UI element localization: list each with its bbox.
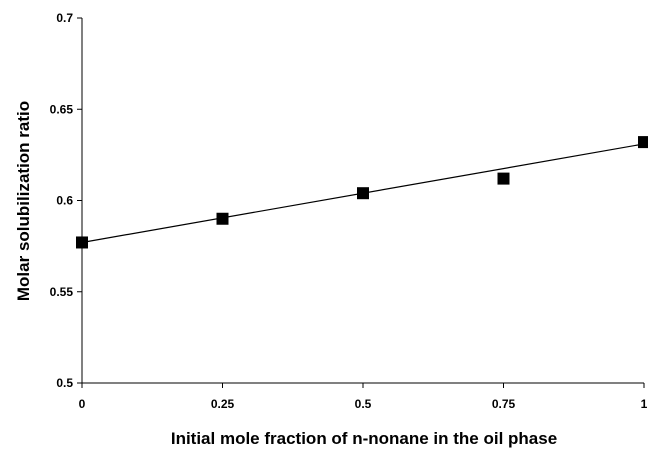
x-tick-label: 0.5 [355, 397, 372, 411]
x-tick-label: 0.75 [492, 397, 516, 411]
y-tick-label: 0.6 [56, 194, 73, 208]
data-point [498, 173, 509, 184]
x-tick-label: 0 [79, 397, 86, 411]
data-point [639, 137, 648, 148]
data-point [358, 188, 369, 199]
y-tick-label: 0.7 [56, 11, 73, 25]
x-axis-title: Initial mole fraction of n-nonane in the… [171, 429, 557, 448]
y-axis-title: Molar solubilization ratio [14, 101, 33, 301]
data-point [217, 213, 228, 224]
x-axis-ticks: 0 0.25 0.5 0.75 1 [79, 383, 648, 411]
y-tick-label: 0.65 [50, 102, 74, 116]
x-tick-label: 1 [641, 397, 648, 411]
data-point [77, 237, 88, 248]
plot-area [77, 18, 648, 383]
y-tick-label: 0.55 [50, 285, 74, 299]
y-axis-ticks: 0.5 0.55 0.6 0.65 0.7 [50, 11, 82, 390]
x-tick-label: 0.25 [211, 397, 235, 411]
y-tick-label: 0.5 [56, 376, 73, 390]
